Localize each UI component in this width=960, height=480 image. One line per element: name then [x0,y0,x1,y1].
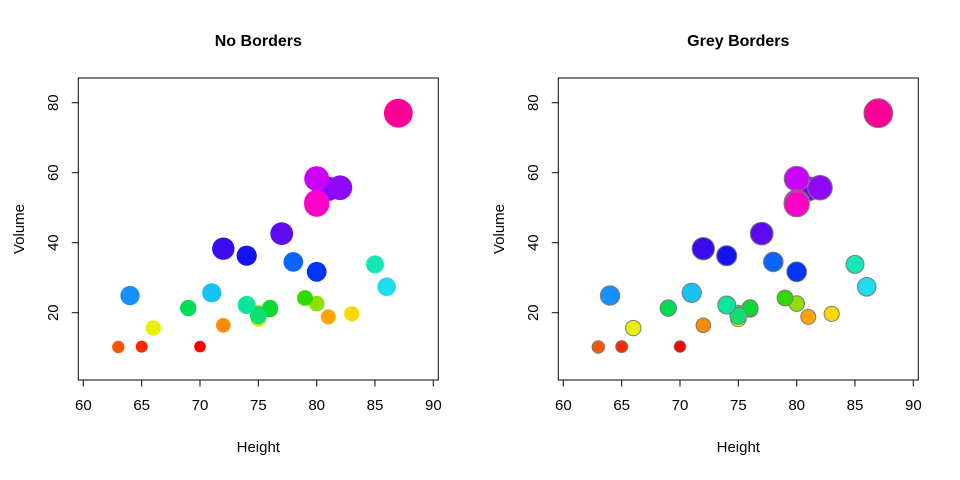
x-tick-label: 80 [308,397,325,414]
data-point [236,245,257,266]
data-point [145,320,161,336]
data-point [180,299,197,317]
x-tick-label: 90 [905,397,922,414]
data-point [599,285,621,306]
data-point [377,277,397,297]
data-point [863,98,894,129]
data-point [807,174,833,201]
data-point [308,295,325,312]
x-tick-label: 70 [192,397,209,414]
panel-grey-borders: 60 65 70 75 80 85 90 20 40 60 80 Grey Borders Hei… [491,33,922,456]
data-point [673,340,687,353]
y-axis: 20 40 60 80 [45,94,79,321]
x-axis: 60 65 70 75 80 85 90 [555,380,922,414]
data-point [304,166,330,192]
data-point [800,308,817,325]
data-point [776,289,794,307]
x-axis: 60 65 70 75 80 85 90 [75,380,442,414]
data-point [202,283,222,303]
x-tick-label: 85 [847,397,864,414]
plot-box [77,77,439,381]
data-point [135,340,148,353]
data-point [194,340,206,353]
data-point [681,282,702,303]
data-point [344,306,360,322]
x-tick-label: 65 [133,397,150,414]
data-point [783,165,810,192]
y-axis-label: Volume [11,204,28,254]
chart-title: No Borders [215,33,302,50]
x-tick-label: 75 [730,397,747,414]
y-tick-label: 60 [525,164,542,181]
x-tick-label: 60 [555,397,572,414]
data-point [304,191,330,217]
data-points [112,98,413,354]
data-point [306,261,327,282]
data-point [786,261,808,283]
y-tick-label: 60 [45,164,62,181]
data-point [120,285,140,306]
y-tick-label: 80 [525,94,542,111]
data-point [823,305,840,322]
data-point [717,295,737,315]
data-point [320,309,336,325]
data-point [216,318,231,333]
data-points [591,98,894,354]
x-tick-label: 85 [367,397,384,414]
y-tick-label: 80 [45,94,62,111]
x-tick-label: 60 [75,397,92,414]
x-tick-label: 80 [788,397,805,414]
y-axis: 20 40 60 80 [525,94,559,321]
data-point [691,237,716,261]
data-point [749,221,774,246]
data-point [845,254,865,274]
data-point [695,317,712,334]
x-axis-label: Height [717,439,761,456]
data-point [270,222,294,246]
data-point [212,237,235,260]
data-point [327,175,353,200]
y-tick-label: 40 [525,234,542,251]
x-axis-label: Height [237,439,281,456]
data-point [763,251,784,273]
plot-box [557,77,919,381]
x-tick-label: 90 [425,397,442,414]
y-axis-label: Volume [491,204,508,254]
panel-no-borders: 60 65 70 75 80 85 90 20 40 60 80 No Borders Heigh… [11,33,442,456]
data-point [383,98,413,128]
data-point [856,277,877,297]
data-point [297,290,313,306]
x-tick-label: 70 [672,397,689,414]
data-point [237,296,256,314]
data-point [659,299,678,317]
data-point [112,340,125,354]
x-tick-label: 75 [250,397,267,414]
data-point [783,191,810,218]
data-point [262,299,278,316]
data-point [591,340,606,354]
y-tick-label: 20 [45,304,62,321]
data-point [729,306,748,325]
data-point [249,307,267,325]
y-tick-label: 20 [525,304,542,321]
data-point [716,245,738,267]
data-point [283,252,304,272]
x-tick-label: 65 [613,397,630,414]
data-point [625,319,642,337]
y-tick-label: 40 [45,234,62,251]
chart-title: Grey Borders [687,33,789,50]
data-point [615,340,629,354]
data-point [366,255,384,274]
